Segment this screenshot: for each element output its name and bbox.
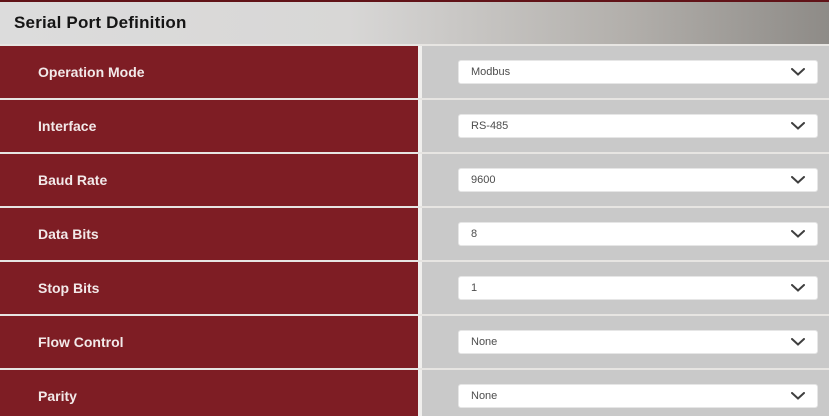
- control-cell: None: [422, 370, 829, 416]
- baud-rate-select[interactable]: 9600: [458, 168, 818, 192]
- page-title: Serial Port Definition: [14, 13, 187, 32]
- control-cell: 8: [422, 208, 829, 260]
- cell-divider: [418, 154, 422, 206]
- cell-divider: [418, 316, 422, 368]
- row-label: Flow Control: [0, 316, 418, 368]
- chevron-down-icon: [791, 392, 805, 400]
- chevron-down-icon: [791, 338, 805, 346]
- settings-row-operation-mode: Operation Mode Modbus: [0, 46, 829, 98]
- settings-row-baud-rate: Baud Rate 9600: [0, 154, 829, 206]
- row-label: Data Bits: [0, 208, 418, 260]
- selected-value: 1: [471, 282, 478, 294]
- data-bits-select[interactable]: 8: [458, 222, 818, 246]
- row-label: Interface: [0, 100, 418, 152]
- cell-divider: [418, 262, 422, 314]
- parity-select[interactable]: None: [458, 384, 818, 408]
- selected-value: Modbus: [471, 66, 511, 78]
- cell-divider: [418, 100, 422, 152]
- cell-divider: [418, 208, 422, 260]
- cell-divider: [418, 46, 422, 98]
- chevron-down-icon: [791, 284, 805, 292]
- control-cell: Modbus: [422, 46, 829, 98]
- control-cell: 9600: [422, 154, 829, 206]
- flow-control-select[interactable]: None: [458, 330, 818, 354]
- row-label: Stop Bits: [0, 262, 418, 314]
- selected-value: None: [471, 336, 498, 348]
- interface-select[interactable]: RS-485: [458, 114, 818, 138]
- control-cell: 1: [422, 262, 829, 314]
- settings-row-parity: Parity None: [0, 370, 829, 416]
- selected-value: RS-485: [471, 120, 509, 132]
- selected-value: None: [471, 390, 498, 402]
- control-cell: None: [422, 316, 829, 368]
- row-label: Operation Mode: [0, 46, 418, 98]
- chevron-down-icon: [791, 230, 805, 238]
- row-label: Baud Rate: [0, 154, 418, 206]
- row-label: Parity: [0, 370, 418, 416]
- chevron-down-icon: [791, 122, 805, 130]
- control-cell: RS-485: [422, 100, 829, 152]
- cell-divider: [418, 370, 422, 416]
- stop-bits-select[interactable]: 1: [458, 276, 818, 300]
- settings-row-stop-bits: Stop Bits 1: [0, 262, 829, 314]
- settings-row-flow-control: Flow Control None: [0, 316, 829, 368]
- selected-value: 9600: [471, 174, 496, 186]
- selected-value: 8: [471, 228, 478, 240]
- settings-row-data-bits: Data Bits 8: [0, 208, 829, 260]
- chevron-down-icon: [791, 68, 805, 76]
- page-header: Serial Port Definition: [0, 0, 829, 44]
- operation-mode-select[interactable]: Modbus: [458, 60, 818, 84]
- settings-row-interface: Interface RS-485: [0, 100, 829, 152]
- chevron-down-icon: [791, 176, 805, 184]
